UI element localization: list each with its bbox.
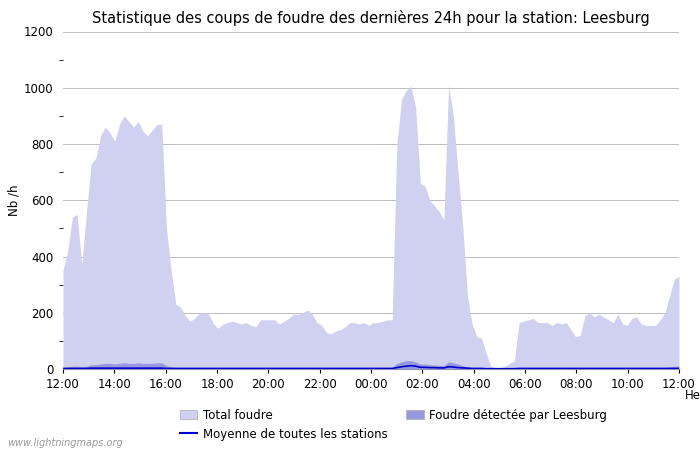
Y-axis label: Nb /h: Nb /h (8, 184, 21, 216)
Text: Heure: Heure (685, 389, 700, 402)
Legend: Total foudre, Moyenne de toutes les stations, Foudre détectée par Leesburg: Total foudre, Moyenne de toutes les stat… (180, 409, 608, 441)
Title: Statistique des coups de foudre des dernières 24h pour la station: Leesburg: Statistique des coups de foudre des dern… (92, 10, 650, 26)
Text: www.lightningmaps.org: www.lightningmaps.org (7, 438, 122, 448)
